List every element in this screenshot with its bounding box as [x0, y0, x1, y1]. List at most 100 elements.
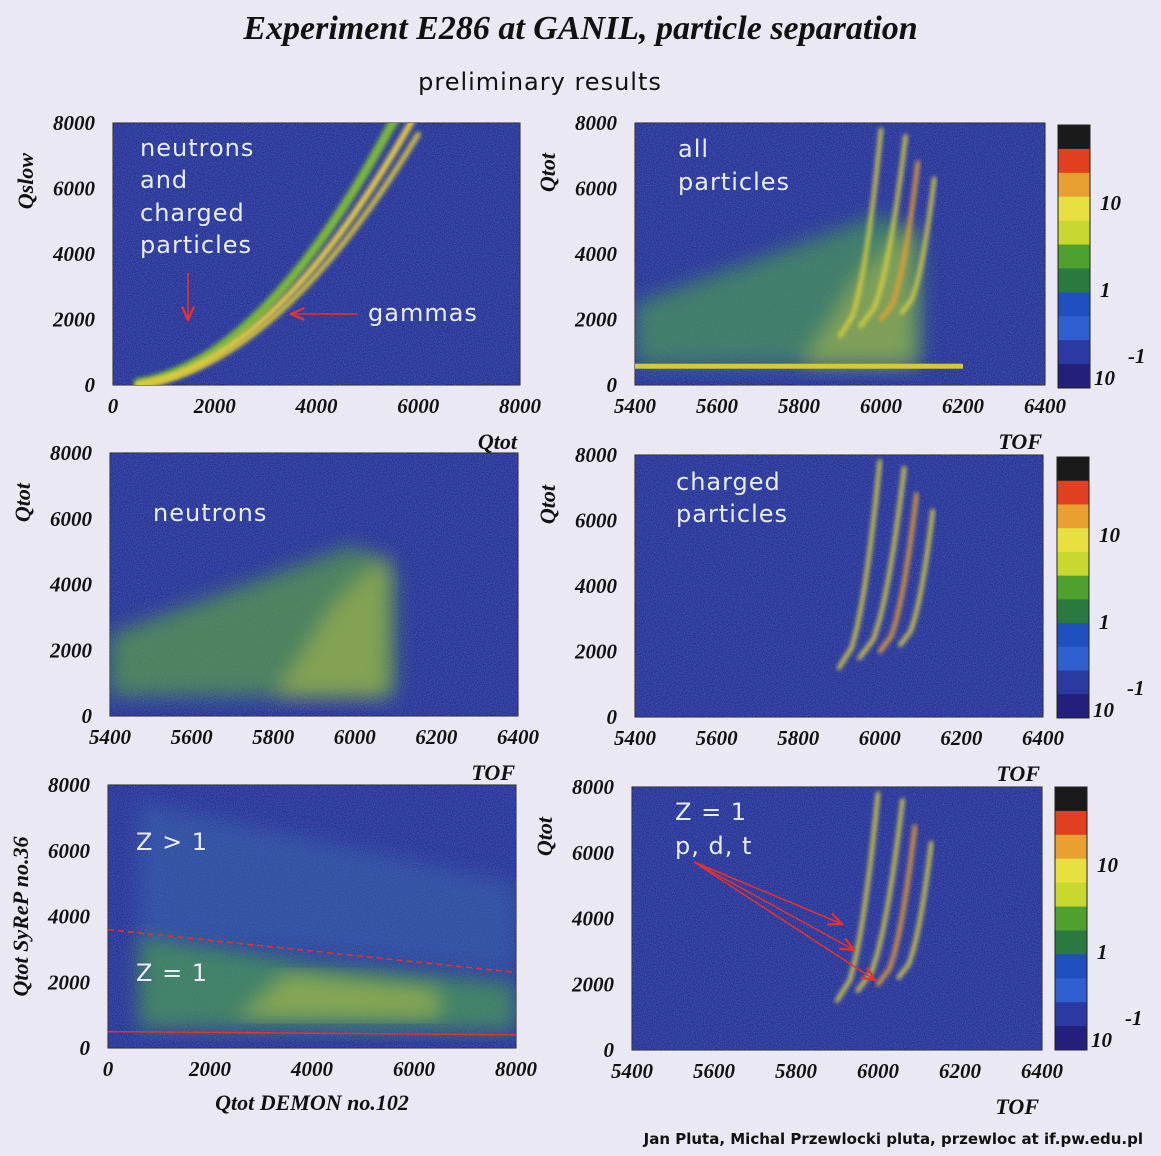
colorbar-segment — [1057, 528, 1089, 553]
y-tick-label: 4000 — [47, 905, 91, 929]
cut-line-lower — [107, 1030, 517, 1036]
x-axis-label: TOF — [996, 761, 1040, 786]
colorbar-segment — [1058, 268, 1090, 293]
annotation-text: all — [678, 135, 709, 163]
colorbar-segment — [1057, 504, 1089, 529]
colorbar-segment — [1058, 172, 1090, 198]
x-tick-label: 5600 — [693, 1059, 736, 1083]
x-tick-label: 6200 — [942, 394, 985, 418]
colorbar-label: 1 — [1100, 278, 1111, 302]
colorbar-label: 1 — [1099, 610, 1110, 634]
y-tick-label: 0 — [82, 704, 93, 728]
particle-ridge — [896, 840, 934, 980]
particle-ridge — [857, 466, 907, 661]
colorbar-label-exponent: -1 — [1128, 344, 1146, 368]
colorbar-label: 10 — [1100, 191, 1122, 215]
x-tick-label: 6000 — [334, 725, 377, 749]
colorbar-segment — [1058, 364, 1090, 389]
colorbar-segment — [1058, 220, 1090, 246]
x-tick-label: 2000 — [188, 1057, 232, 1081]
colorbar-segment — [1055, 787, 1087, 812]
particle-ridge — [876, 824, 917, 987]
colorbar-label: 10 — [1094, 366, 1116, 390]
colorbar-frame — [1054, 786, 1088, 1051]
colorbar-segment — [1055, 882, 1087, 908]
y-tick-label: 2000 — [52, 308, 96, 332]
x-tick-label: 5400 — [614, 394, 657, 418]
dense-region — [799, 221, 914, 366]
annotation-text: Z = 1 — [136, 959, 208, 987]
threshold-line — [635, 363, 963, 369]
colorbar-segment — [1055, 858, 1087, 884]
x-tick-label: 4000 — [290, 1057, 334, 1081]
panel-bottom-right: 5400 5600 5800 6000 6200 6400 0 2000 4000 6000 800… — [532, 775, 1064, 1119]
x-tick-label: 8000 — [495, 1057, 538, 1081]
x-tick-label: 5800 — [778, 394, 821, 418]
x-tick-label: 5400 — [89, 725, 132, 749]
x-tick-label: 0 — [108, 394, 119, 418]
particle-ridge — [855, 798, 905, 993]
x-tick-label: 8000 — [499, 394, 542, 418]
y-tick-label: 0 — [85, 373, 96, 397]
x-tick-label: 6400 — [497, 725, 540, 749]
x-tick-label: 6400 — [1021, 1059, 1064, 1083]
y-tick-label: 2000 — [571, 972, 615, 996]
x-axis-label: Qtot DEMON no.102 — [215, 1090, 409, 1115]
neutron-band — [133, 123, 399, 385]
x-tick-label: 6400 — [1022, 726, 1065, 750]
dense-region — [273, 551, 388, 697]
x-tick-label: 5600 — [696, 394, 739, 418]
colorbar-segment — [1057, 670, 1089, 695]
annotation-text: particles — [140, 231, 252, 259]
y-axis-label: Qslow — [13, 153, 38, 210]
y-tick-label: 6000 — [575, 509, 618, 533]
y-tick-label: 6000 — [53, 177, 96, 201]
colorbar-segment — [1058, 148, 1090, 174]
colorbar-segment — [1055, 978, 1087, 1003]
colorbar-label: 10 — [1093, 698, 1115, 722]
annotation-text: Z > 1 — [136, 828, 208, 856]
x-axis-label: TOF — [471, 760, 515, 785]
arrow-icon — [693, 861, 842, 924]
y-tick-label: 2000 — [49, 638, 93, 662]
y-tick-label: 8000 — [48, 773, 91, 797]
colorbar-segment — [1055, 1002, 1087, 1027]
heatmap-density — [110, 545, 396, 697]
y-tick-label: 2000 — [574, 308, 618, 332]
colorbar-segment — [1058, 125, 1090, 150]
x-tick-label: 5600 — [696, 726, 739, 750]
y-tick-label: 2000 — [574, 640, 618, 664]
x-tick-label: 6000 — [397, 394, 440, 418]
colorbar: 10 1 10 -1 — [1054, 786, 1143, 1052]
y-axis-label: Qtot — [535, 484, 560, 524]
x-tick-label: 4000 — [295, 394, 339, 418]
panel-middle-right: 5400 5600 5800 6000 6200 6400 0 2000 4000 6000 800… — [535, 443, 1065, 786]
y-tick-label: 6000 — [48, 839, 91, 863]
y-tick-label: 6000 — [572, 841, 615, 865]
panel-top-right: 5400 5600 5800 6000 6200 6400 0 2000 4000 6000 800… — [535, 111, 1067, 454]
annotation-text: neutrons — [140, 134, 254, 162]
colorbar-segment — [1058, 292, 1090, 317]
y-tick-label: 6000 — [575, 177, 618, 201]
figure-title: Experiment E286 at GANIL, particle separ… — [243, 10, 918, 47]
z1-dense — [235, 972, 440, 1019]
colorbar: 10 1 10 -1 — [1056, 456, 1145, 722]
colorbar: 10 1 10 -1 — [1057, 124, 1146, 390]
colorbar-label: 10 — [1091, 1028, 1113, 1052]
y-tick-label: 0 — [607, 705, 618, 729]
heatmap-density — [837, 459, 935, 670]
y-axis-label: Qtot SyReP no.36 — [8, 837, 33, 997]
x-tick-label: 5800 — [775, 1059, 818, 1083]
annotation-text: particles — [678, 168, 790, 196]
y-tick-label: 4000 — [574, 574, 618, 598]
y-axis-label: Qtot — [535, 152, 560, 192]
x-tick-label: 5400 — [614, 726, 657, 750]
heatmap-noise — [113, 123, 520, 385]
colorbar-segment — [1055, 930, 1087, 955]
y-tick-label: 0 — [80, 1036, 91, 1060]
colorbar-label: 10 — [1097, 853, 1119, 877]
y-tick-label: 4000 — [571, 907, 615, 931]
panel-top-left: 0 2000 4000 6000 8000 0 2000 4000 6000 8000 Qtot Qs… — [13, 111, 542, 454]
y-tick-label: 6000 — [50, 507, 93, 531]
colorbar-segment — [1057, 646, 1089, 672]
